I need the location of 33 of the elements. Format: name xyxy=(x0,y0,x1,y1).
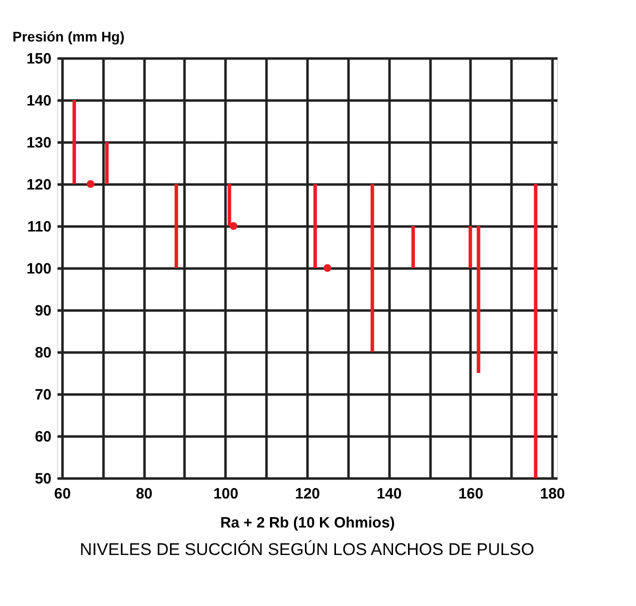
y-tick-label: 130 xyxy=(26,134,52,152)
bar xyxy=(105,142,109,184)
bar xyxy=(370,184,374,352)
text: NIVELES DE SUCCIÓN SEGÚN LOS ANCHOS DE PULSO xyxy=(80,540,534,559)
x-axis-title: Ra + 2 Rb (10 K Ohmios) xyxy=(220,514,395,532)
y-axis-title: Presión (mm Hg) xyxy=(12,28,125,44)
y-tick-label: 120 xyxy=(26,176,52,194)
point xyxy=(230,222,238,230)
y-tick-label: 110 xyxy=(27,218,52,236)
x-tick-label: 80 xyxy=(136,486,153,502)
y-tick-label: 90 xyxy=(34,302,52,320)
x-tick-label: 180 xyxy=(540,486,566,502)
bar xyxy=(468,226,472,268)
bar xyxy=(174,184,178,268)
point xyxy=(86,180,94,188)
x-tick-label: 120 xyxy=(294,486,320,502)
x-tick-label: 160 xyxy=(458,486,484,502)
bar xyxy=(476,226,480,373)
bar xyxy=(313,184,317,268)
x-tick-label: 60 xyxy=(54,486,71,502)
x-tick-label: 100 xyxy=(213,486,238,502)
y-tick-label: 140 xyxy=(26,92,52,110)
bar xyxy=(411,226,415,268)
y-tick-label: 50 xyxy=(34,470,52,488)
x-tick-label: 140 xyxy=(376,486,402,502)
y-tick-label: 150 xyxy=(26,50,52,68)
bar xyxy=(72,100,76,184)
y-tick-label: 100 xyxy=(26,260,52,278)
point xyxy=(324,264,332,272)
y-tick-label: 60 xyxy=(34,428,52,446)
bar xyxy=(534,184,538,478)
y-tick-label: 80 xyxy=(34,344,52,362)
y-tick-label: 70 xyxy=(34,386,52,404)
